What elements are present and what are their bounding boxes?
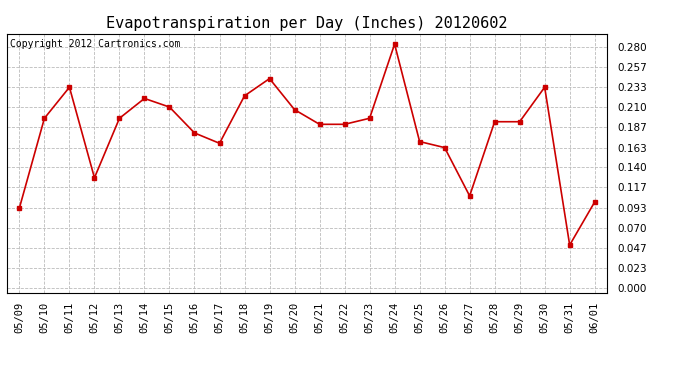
Title: Evapotranspiration per Day (Inches) 20120602: Evapotranspiration per Day (Inches) 2012… [106, 16, 508, 31]
Text: Copyright 2012 Cartronics.com: Copyright 2012 Cartronics.com [10, 39, 180, 49]
